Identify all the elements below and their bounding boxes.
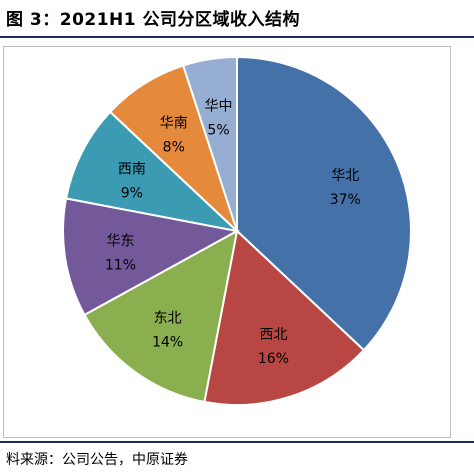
figure-title: 图 3：2021H1 公司分区域收入结构 bbox=[6, 10, 301, 30]
slice-value-label: 9% bbox=[121, 185, 143, 201]
slice-name-label: 东北 bbox=[154, 310, 182, 326]
source-divider bbox=[0, 441, 474, 443]
title-divider bbox=[0, 36, 474, 38]
slice-value-label: 8% bbox=[163, 139, 185, 155]
slice-value-label: 16% bbox=[258, 351, 289, 367]
pie-slice-1 bbox=[203, 229, 366, 406]
pie-slice-4 bbox=[64, 110, 241, 233]
pie-slice-0 bbox=[236, 55, 412, 352]
slice-name-label: 西北 bbox=[259, 327, 287, 343]
pie-slice-6 bbox=[181, 55, 238, 232]
slice-name-label: 华南 bbox=[160, 115, 188, 131]
plot-area bbox=[3, 46, 451, 438]
slice-name-label: 西南 bbox=[118, 161, 146, 177]
slice-value-label: 5% bbox=[207, 122, 229, 138]
pie-slice-2 bbox=[83, 229, 239, 404]
slice-value-label: 14% bbox=[152, 334, 183, 350]
pie-slice-3 bbox=[62, 197, 240, 317]
slice-name-label: 华东 bbox=[106, 233, 134, 249]
source-note: 料来源：公司公告，中原证券 bbox=[6, 452, 188, 468]
slice-value-label: 37% bbox=[330, 192, 361, 208]
slice-name-label: 华北 bbox=[331, 168, 359, 184]
slice-name-label: 华中 bbox=[205, 98, 233, 114]
slice-value-label: 11% bbox=[105, 257, 136, 273]
